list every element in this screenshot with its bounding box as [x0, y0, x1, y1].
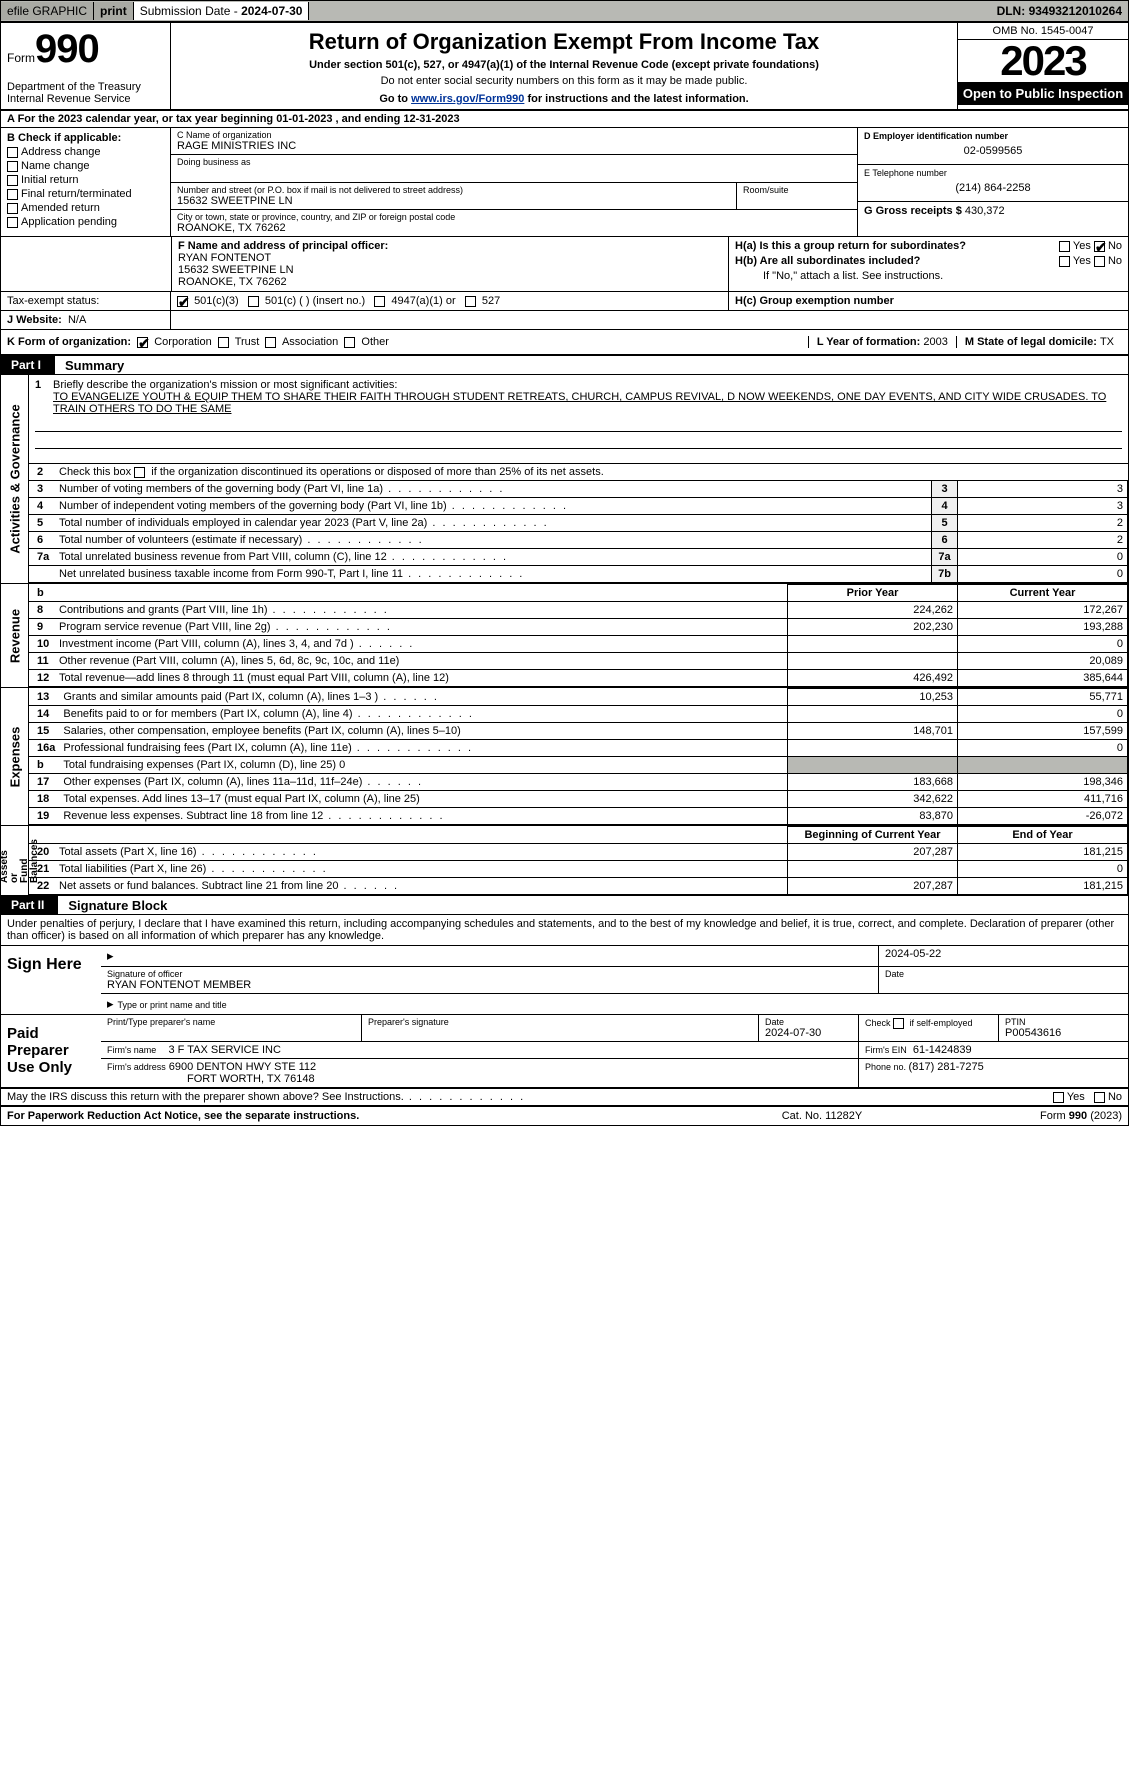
form-subtitle: Under section 501(c), 527, or 4947(a)(1)… — [181, 59, 947, 71]
dept-treasury: Department of the Treasury Internal Reve… — [7, 81, 164, 105]
hb-yes[interactable] — [1059, 256, 1070, 267]
topbar: efile GRAPHIC print Submission Date - 20… — [0, 0, 1129, 22]
checkbox-initial-return[interactable] — [7, 175, 18, 186]
form-number: Form 990 — [7, 27, 164, 72]
submission-date: Submission Date - 2024-07-30 — [134, 2, 310, 20]
expenses-table: 13Grants and similar amounts paid (Part … — [29, 688, 1128, 825]
row-j: J Website: N/A — [1, 311, 1128, 330]
box-b: B Check if applicable: Address change Na… — [1, 128, 171, 236]
checkbox-name-change[interactable] — [7, 161, 18, 172]
check-4947[interactable] — [374, 296, 385, 307]
vtab-ag: Activities & Governance — [7, 404, 22, 554]
identification-block: B Check if applicable: Address change Na… — [1, 128, 1128, 237]
box-de: D Employer identification number 02-0599… — [858, 128, 1128, 236]
netassets-table: Beginning of Current YearEnd of Year 20T… — [29, 826, 1128, 895]
box-c: C Name of organization RAGE MINISTRIES I… — [171, 128, 858, 236]
form-990-document: Form 990 Department of the Treasury Inte… — [0, 22, 1129, 1126]
org-name: RAGE MINISTRIES INC — [177, 140, 851, 152]
section-revenue: Revenue bPrior YearCurrent Year 8Contrib… — [1, 583, 1128, 687]
tax-year: 2023 — [958, 40, 1128, 82]
line-1: 1Briefly describe the organization's mis… — [29, 375, 1128, 464]
check-527[interactable] — [465, 296, 476, 307]
checkbox-app-pending[interactable] — [7, 217, 18, 228]
check-assoc[interactable] — [265, 337, 276, 348]
sig-declaration: Under penalties of perjury, I declare th… — [1, 915, 1128, 946]
discuss-yes[interactable] — [1053, 1092, 1064, 1103]
check-self-employed[interactable] — [893, 1018, 904, 1029]
gross-receipts: 430,372 — [965, 205, 1005, 217]
check-discontinued[interactable] — [134, 467, 145, 478]
page-footer: For Paperwork Reduction Act Notice, see … — [1, 1107, 1128, 1125]
vtab-expenses: Expenses — [7, 726, 22, 787]
ssn-warning: Do not enter social security numbers on … — [181, 75, 947, 87]
print-button[interactable]: print — [94, 2, 134, 20]
org-city: ROANOKE, TX 76262 — [177, 222, 851, 234]
dln: DLN: 93493212010264 — [991, 2, 1128, 20]
vtab-revenue: Revenue — [7, 608, 22, 662]
form-header: Form 990 Department of the Treasury Inte… — [1, 23, 1128, 111]
tax-period-row: A For the 2023 calendar year, or tax yea… — [1, 111, 1128, 128]
check-501c[interactable] — [248, 296, 259, 307]
sign-here-row: Sign Here 2024-05-22 Signature of office… — [1, 946, 1128, 1015]
row-fh: F Name and address of principal officer:… — [1, 237, 1128, 292]
checkbox-amended[interactable] — [7, 203, 18, 214]
signature-block: Under penalties of perjury, I declare th… — [1, 915, 1128, 1107]
goto-link-row: Go to www.irs.gov/Form990 for instructio… — [181, 93, 947, 105]
part2-header: Part II Signature Block — [1, 896, 1128, 915]
section-net-assets: Net Assets or Fund Balances Beginning of… — [1, 825, 1128, 896]
revenue-table: bPrior YearCurrent Year 8Contributions a… — [29, 584, 1128, 687]
part1-header: Part I Summary — [1, 356, 1128, 375]
section-activities-governance: Activities & Governance 1Briefly describ… — [1, 375, 1128, 583]
check-other[interactable] — [344, 337, 355, 348]
row-i: Tax-exempt status: 501(c)(3) 501(c) ( ) … — [1, 292, 1128, 311]
summary-table: 2Check this box if the organization disc… — [29, 464, 1128, 583]
vtab-netassets: Net Assets or Fund Balances — [0, 839, 40, 883]
row-klm: K Form of organization: Corporation Trus… — [1, 330, 1128, 356]
org-address: 15632 SWEETPINE LN — [177, 195, 730, 207]
phone: (214) 864-2258 — [864, 178, 1122, 198]
irs-link[interactable]: www.irs.gov/Form990 — [411, 93, 524, 105]
hb-no[interactable] — [1094, 256, 1105, 267]
efile-label: efile GRAPHIC — [1, 2, 94, 20]
checkbox-address-change[interactable] — [7, 147, 18, 158]
box-h: H(a) Is this a group return for subordin… — [728, 237, 1128, 291]
check-corp[interactable] — [137, 337, 148, 348]
check-trust[interactable] — [218, 337, 229, 348]
ein: 02-0599565 — [864, 141, 1122, 161]
discuss-no[interactable] — [1094, 1092, 1105, 1103]
section-expenses: Expenses 13Grants and similar amounts pa… — [1, 687, 1128, 825]
check-501c3[interactable] — [177, 296, 188, 307]
ha-no[interactable] — [1094, 241, 1105, 252]
discuss-row: May the IRS discuss this return with the… — [1, 1088, 1128, 1107]
open-inspection-badge: Open to Public Inspection — [958, 82, 1128, 105]
ha-yes[interactable] — [1059, 241, 1070, 252]
checkbox-final-return[interactable] — [7, 189, 18, 200]
paid-preparer-row: Paid Preparer Use Only Print/Type prepar… — [1, 1015, 1128, 1088]
form-title: Return of Organization Exempt From Incom… — [181, 29, 947, 55]
